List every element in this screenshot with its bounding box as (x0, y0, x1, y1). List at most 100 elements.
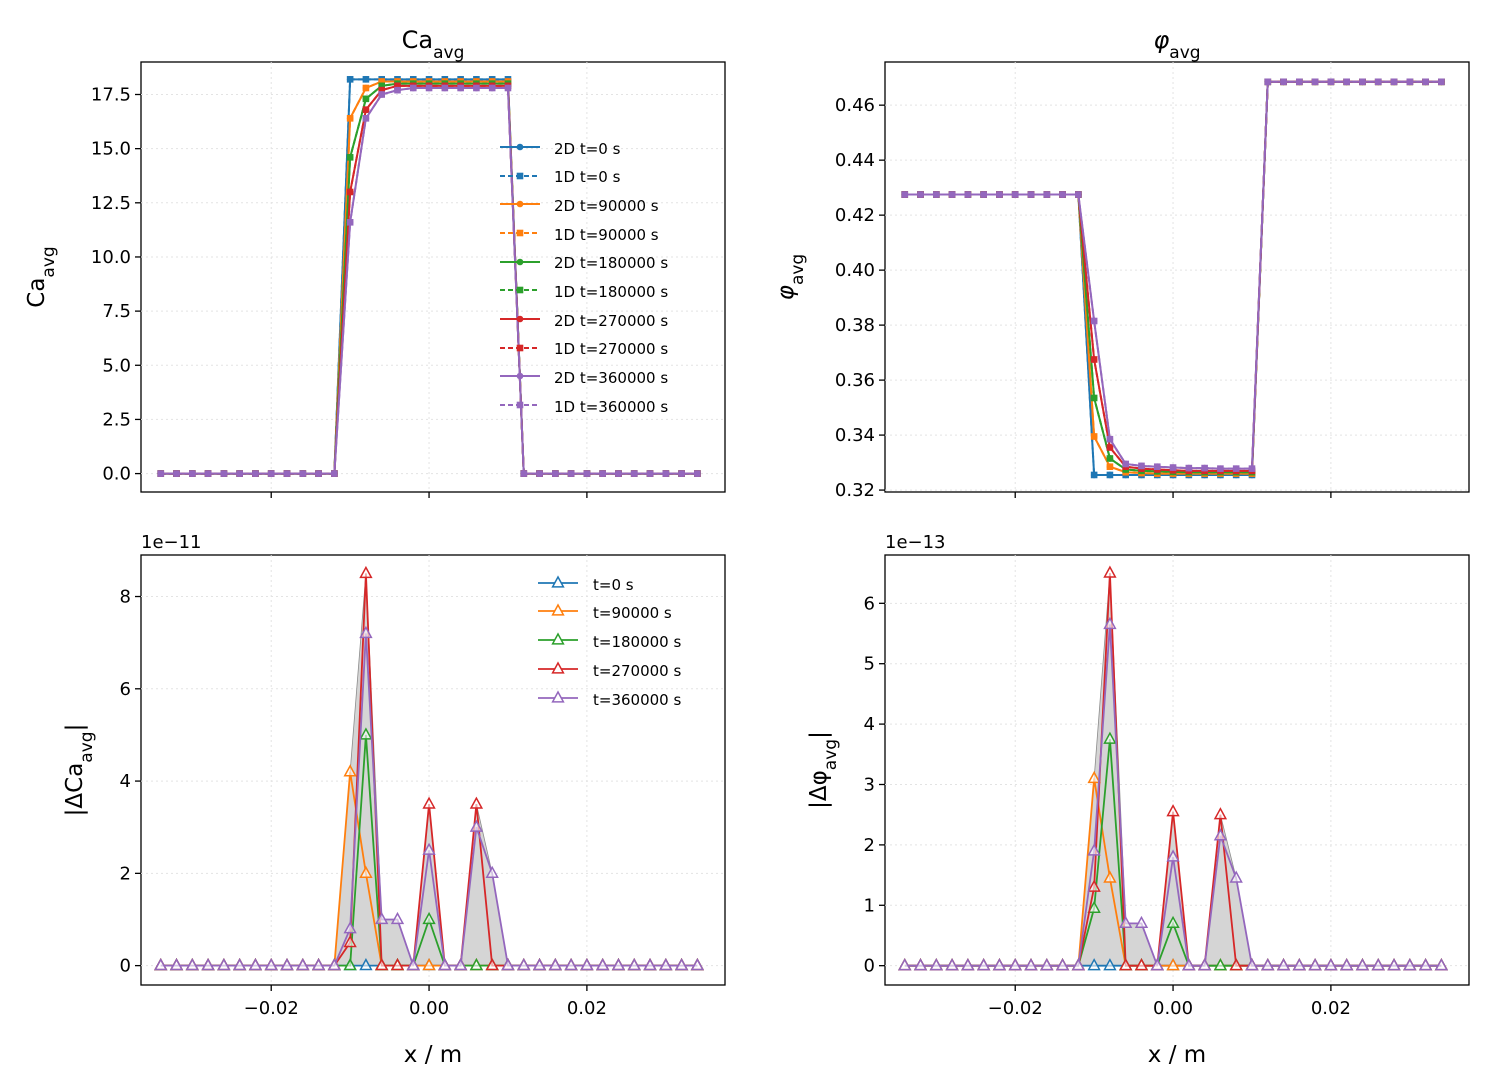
diff-data-point (232, 958, 247, 971)
diff-data-point (469, 796, 484, 809)
data-point-1d (901, 191, 909, 198)
data-point-1d (1311, 78, 1319, 86)
diff-data-point (976, 958, 991, 971)
diff-data-point (1166, 849, 1180, 862)
delta-ca-x-axis-label: x / m (404, 1042, 462, 1068)
diff-data-point (1182, 958, 1196, 971)
data-point-1d (362, 115, 370, 122)
y-tick-label: 0 (120, 956, 131, 977)
data-point-1d (378, 78, 386, 85)
data-point-1d (1217, 465, 1224, 472)
data-point-1d (1185, 464, 1193, 472)
data-point-1d (1438, 78, 1445, 86)
diff-data-point (1245, 958, 1259, 971)
data-point-1d (1374, 78, 1382, 86)
legend-marker-1d (516, 401, 524, 409)
diff-data-point (1166, 804, 1180, 817)
data-point-1d (346, 115, 354, 122)
diff-data-point (674, 958, 689, 971)
data-point-1d (346, 76, 354, 83)
diff-data-point (154, 958, 168, 971)
data-point-1d (267, 470, 275, 477)
y-tick-label: 0.38 (835, 315, 875, 336)
legend-label: 1D t=270000 s (554, 340, 668, 358)
y-tick-label: 15.0 (91, 139, 131, 160)
x-tick-label: −0.02 (244, 998, 299, 1019)
delta-phi-panel: 0 1 2 3 4 5 6 −0.02 0.00 0.02 1e−13 |Δφavg| x / m (806, 532, 1470, 1068)
diff-data-point (627, 958, 641, 971)
diff-data-point (469, 819, 484, 832)
data-point-1d (378, 82, 386, 90)
ca-panel-title: Caavg (402, 26, 465, 63)
diff-data-point (611, 958, 626, 971)
y-tick-label: 7.5 (102, 301, 131, 322)
legend-label: 1D t=360000 s (554, 398, 668, 416)
data-point-1d (1390, 78, 1398, 86)
diff-data-point (485, 865, 499, 878)
legend-label: t=180000 s (593, 633, 681, 651)
diff-data-point (945, 958, 959, 971)
phi-y-axis-label: φavg (773, 254, 808, 300)
legend-label: 2D t=0 s (554, 140, 621, 158)
diff-data-point (659, 958, 673, 971)
data-point-1d (488, 84, 496, 92)
data-point-1d (346, 219, 354, 226)
legend-label: 2D t=360000 s (554, 369, 668, 387)
data-point-1d (583, 470, 591, 477)
data-point-1d (394, 86, 401, 94)
diff-data-point (1103, 958, 1117, 971)
diff-data-point (1119, 958, 1133, 971)
diff-data-point (580, 958, 594, 971)
diff-data-point (501, 958, 515, 971)
diff-data-point (1229, 870, 1243, 883)
data-point-1d (1106, 444, 1114, 451)
y-tick-label: 2 (864, 835, 875, 856)
data-point-1d (520, 470, 528, 477)
legend-marker-2d (516, 258, 524, 266)
phi-panel-title: φavg (1153, 26, 1200, 63)
diff-data-point (1040, 958, 1054, 971)
data-point-1d (1327, 78, 1335, 86)
data-point-1d (552, 470, 559, 477)
data-point-1d (1090, 317, 1098, 325)
diff-data-point (898, 958, 912, 971)
data-point-1d (378, 91, 386, 98)
data-point-1d (662, 470, 670, 477)
data-point-1d (1406, 78, 1414, 86)
y-tick-label: 17.5 (91, 84, 131, 105)
data-point-1d (1106, 463, 1114, 471)
diff-data-point (359, 865, 373, 878)
data-point-1d (1090, 433, 1098, 440)
diff-data-point (1213, 807, 1228, 820)
diff-data-point (469, 958, 484, 971)
data-point-1d (1201, 464, 1208, 472)
phi-avg-panel: 0.32 0.34 0.36 0.38 0.40 0.42 0.44 0.46 φavg φa… (773, 26, 1470, 501)
ca-legend: 2D t=0 s 1D t=0 s 2D t=90000 s 1D t=9000… (500, 140, 668, 416)
diff-data-point (1292, 958, 1306, 971)
delta-phi-x-axis-label: x / m (1148, 1042, 1206, 1068)
diff-data-point (1103, 870, 1117, 883)
data-point-1d (1169, 464, 1177, 471)
diff-data-point (1134, 958, 1149, 971)
legend-marker-2d (516, 372, 524, 380)
x-tick-label: 0.00 (1153, 998, 1193, 1019)
diff-data-point (1087, 879, 1101, 892)
legend-label: t=270000 s (593, 662, 681, 680)
diff-data-point (185, 958, 199, 971)
diff-data-point (1008, 958, 1022, 971)
legend-label: 2D t=90000 s (554, 197, 659, 215)
diff-data-point (169, 958, 184, 971)
diff-data-point (517, 958, 531, 971)
data-point-1d (394, 82, 401, 90)
legend-marker (551, 632, 565, 645)
data-point-1d (980, 191, 987, 198)
data-point-1d (1011, 191, 1019, 198)
data-point-1d (678, 470, 685, 477)
diff-data-point (343, 934, 357, 948)
diff-data-point (1087, 843, 1101, 856)
y-tick-label: 4 (864, 714, 875, 735)
legend-label: 1D t=180000 s (554, 283, 668, 301)
diff-data-point (327, 958, 342, 971)
diff-data-point (1087, 770, 1101, 784)
